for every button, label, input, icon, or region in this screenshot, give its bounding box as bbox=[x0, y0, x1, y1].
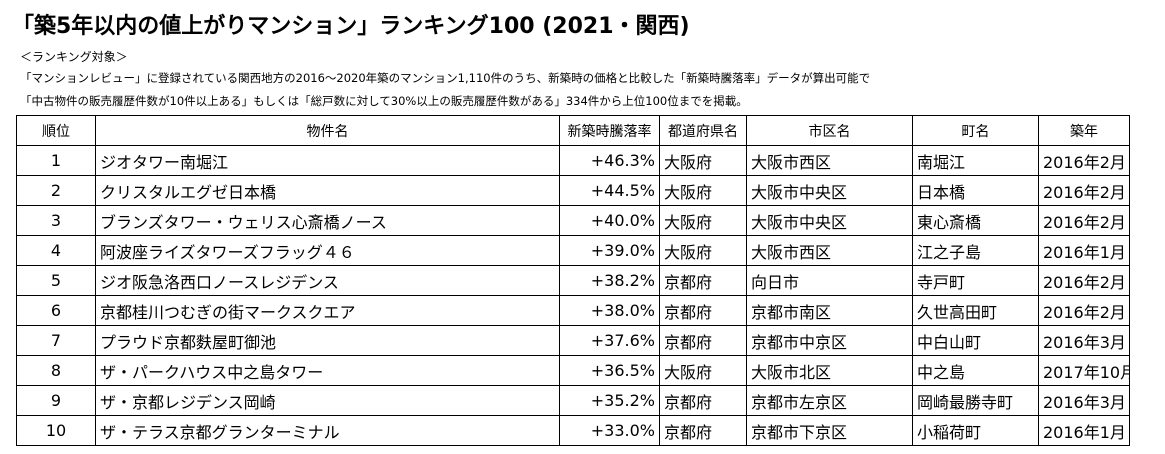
change-rate-cell: +36.5% bbox=[559, 355, 660, 386]
rank-cell: 9 bbox=[16, 385, 96, 416]
rank-cell: 10 bbox=[16, 415, 96, 446]
table-row: 5 ジオ阪急洛西口ノースレジデンス +38.2% 京都府 向日市 寺戸町 2016年2月 bbox=[16, 265, 1130, 296]
rank-cell: 1 bbox=[16, 145, 96, 176]
town-cell: 中之島 bbox=[912, 355, 1039, 386]
change-rate-cell: +38.2% bbox=[559, 265, 660, 296]
city-cell: 大阪市北区 bbox=[746, 355, 913, 386]
town-cell: 小稲荷町 bbox=[912, 415, 1039, 446]
prefecture-cell: 京都府 bbox=[659, 385, 747, 416]
built-cell: 2016年2月 bbox=[1038, 265, 1130, 296]
prefecture-cell: 大阪府 bbox=[659, 205, 747, 236]
property-name-cell: プラウド京都麩屋町御池 bbox=[95, 325, 560, 356]
table-header-row: 順位 物件名 新築時騰落率 都道府県名 市区名 町名 築年 bbox=[16, 115, 1130, 146]
prefecture-cell: 大阪府 bbox=[659, 355, 747, 386]
table-row: 7 プラウド京都麩屋町御池 +37.6% 京都府 京都市中京区 中白山町 2016年3月 bbox=[16, 325, 1130, 356]
rank-cell: 2 bbox=[16, 175, 96, 206]
property-name-cell: ザ・テラス京都グランターミナル bbox=[95, 415, 560, 446]
change-rate-cell: +37.6% bbox=[559, 325, 660, 356]
change-rate-cell: +35.2% bbox=[559, 385, 660, 416]
header-town: 町名 bbox=[912, 115, 1039, 146]
change-rate-cell: +44.5% bbox=[559, 175, 660, 206]
property-name-cell: ザ・京都レジデンス岡崎 bbox=[95, 385, 560, 416]
change-rate-cell: +39.0% bbox=[559, 235, 660, 266]
rank-cell: 3 bbox=[16, 205, 96, 236]
city-cell: 大阪市中央区 bbox=[746, 205, 913, 236]
criteria-note-2: 「中古物件の販売履歴件数が10件以上ある」もしくは「総戸数に対して30%以上の販… bbox=[20, 94, 748, 108]
town-cell: 岡崎最勝寺町 bbox=[912, 385, 1039, 416]
prefecture-cell: 京都府 bbox=[659, 265, 747, 296]
header-built: 築年 bbox=[1038, 115, 1130, 146]
city-cell: 大阪市西区 bbox=[746, 145, 913, 176]
built-cell: 2016年2月 bbox=[1038, 145, 1130, 176]
property-name-cell: ジオタワー南堀江 bbox=[95, 145, 560, 176]
property-name-cell: ザ・パークハウス中之島タワー bbox=[95, 355, 560, 386]
city-cell: 京都市下京区 bbox=[746, 415, 913, 446]
town-cell: 東心斎橋 bbox=[912, 205, 1039, 236]
built-cell: 2016年2月 bbox=[1038, 175, 1130, 206]
prefecture-cell: 大阪府 bbox=[659, 145, 747, 176]
built-cell: 2017年10月 bbox=[1038, 355, 1130, 386]
table-row: 3 ブランズタワー・ウェリス心斎橋ノース +40.0% 大阪府 大阪市中央区 東心斎橋 20… bbox=[16, 205, 1130, 236]
header-property-name: 物件名 bbox=[95, 115, 560, 146]
property-name-cell: ジオ阪急洛西口ノースレジデンス bbox=[95, 265, 560, 296]
town-cell: 日本橋 bbox=[912, 175, 1039, 206]
town-cell: 南堀江 bbox=[912, 145, 1039, 176]
city-cell: 京都市左京区 bbox=[746, 385, 913, 416]
ranking-criteria-heading: ＜ランキング対象＞ bbox=[20, 50, 128, 64]
town-cell: 寺戸町 bbox=[912, 265, 1039, 296]
built-cell: 2016年2月 bbox=[1038, 295, 1130, 326]
town-cell: 久世高田町 bbox=[912, 295, 1039, 326]
table-row: 6 京都桂川つむぎの街マークスクエア +38.0% 京都府 京都市南区 久世高田町 2016… bbox=[16, 295, 1130, 326]
built-cell: 2016年1月 bbox=[1038, 235, 1130, 266]
rank-cell: 7 bbox=[16, 325, 96, 356]
table-row: 2 クリスタルエグゼ日本橋 +44.5% 大阪府 大阪市中央区 日本橋 2016年2月 bbox=[16, 175, 1130, 206]
built-cell: 2016年3月 bbox=[1038, 385, 1130, 416]
header-city: 市区名 bbox=[746, 115, 913, 146]
prefecture-cell: 京都府 bbox=[659, 415, 747, 446]
criteria-note-1: 「マンションレビュー」に登録されている関西地方の2016～2020年築のマンショ… bbox=[20, 71, 871, 85]
city-cell: 京都市南区 bbox=[746, 295, 913, 326]
property-name-cell: 阿波座ライズタワーズフラッグ４６ bbox=[95, 235, 560, 266]
built-cell: 2016年3月 bbox=[1038, 325, 1130, 356]
city-cell: 大阪市西区 bbox=[746, 235, 913, 266]
prefecture-cell: 大阪府 bbox=[659, 235, 747, 266]
header-rank: 順位 bbox=[16, 115, 96, 146]
rank-cell: 8 bbox=[16, 355, 96, 386]
property-name-cell: 京都桂川つむぎの街マークスクエア bbox=[95, 295, 560, 326]
table-row: 1 ジオタワー南堀江 +46.3% 大阪府 大阪市西区 南堀江 2016年2月 bbox=[16, 145, 1130, 176]
rank-cell: 5 bbox=[16, 265, 96, 296]
town-cell: 江之子島 bbox=[912, 235, 1039, 266]
city-cell: 京都市中京区 bbox=[746, 325, 913, 356]
property-name-cell: ブランズタワー・ウェリス心斎橋ノース bbox=[95, 205, 560, 236]
table-row: 8 ザ・パークハウス中之島タワー +36.5% 大阪府 大阪市北区 中之島 2017年10月 bbox=[16, 355, 1130, 386]
prefecture-cell: 大阪府 bbox=[659, 175, 747, 206]
built-cell: 2016年1月 bbox=[1038, 415, 1130, 446]
table-row: 10 ザ・テラス京都グランターミナル +33.0% 京都府 京都市下京区 小稲荷町 2016… bbox=[16, 415, 1130, 446]
header-change-rate: 新築時騰落率 bbox=[559, 115, 660, 146]
page-title: 「築5年以内の値上がりマンション」ランキング100 (2021・関西) bbox=[12, 14, 690, 39]
table-row: 4 阿波座ライズタワーズフラッグ４６ +39.0% 大阪府 大阪市西区 江之子島 2016年… bbox=[16, 235, 1130, 266]
prefecture-cell: 京都府 bbox=[659, 295, 747, 326]
rank-cell: 6 bbox=[16, 295, 96, 326]
property-name-cell: クリスタルエグゼ日本橋 bbox=[95, 175, 560, 206]
town-cell: 中白山町 bbox=[912, 325, 1039, 356]
prefecture-cell: 京都府 bbox=[659, 325, 747, 356]
change-rate-cell: +40.0% bbox=[559, 205, 660, 236]
ranking-table: 順位 物件名 新築時騰落率 都道府県名 市区名 町名 築年 1 ジオタワー南堀江 +… bbox=[16, 115, 1130, 446]
header-prefecture: 都道府県名 bbox=[659, 115, 747, 146]
city-cell: 向日市 bbox=[746, 265, 913, 296]
city-cell: 大阪市中央区 bbox=[746, 175, 913, 206]
change-rate-cell: +33.0% bbox=[559, 415, 660, 446]
table-row: 9 ザ・京都レジデンス岡崎 +35.2% 京都府 京都市左京区 岡崎最勝寺町 2016年3月 bbox=[16, 385, 1130, 416]
rank-cell: 4 bbox=[16, 235, 96, 266]
change-rate-cell: +46.3% bbox=[559, 145, 660, 176]
change-rate-cell: +38.0% bbox=[559, 295, 660, 326]
built-cell: 2016年2月 bbox=[1038, 205, 1130, 236]
